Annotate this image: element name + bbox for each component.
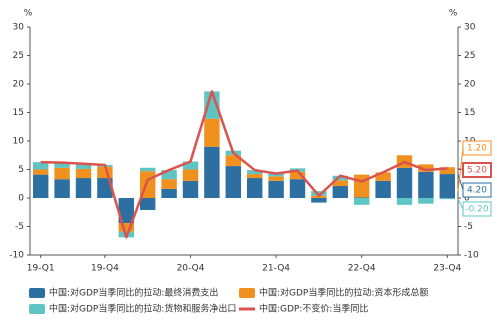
bar [332,175,349,181]
bar [75,168,92,179]
y-tick-label: 0 [18,194,24,204]
bar [289,179,306,198]
legend-label: 中国:对GDP当季同比的拉动:最终消费支出 [49,287,218,299]
y2-tick-label: 15 [464,108,475,118]
x-tick-label: 22-Q4 [348,264,376,274]
value-label: 1.20 [467,144,487,154]
bar [161,179,177,189]
bar [375,180,391,198]
y2-tick-label: 30 [464,23,476,33]
x-tick-label: 23-Q4 [433,264,461,274]
bar [161,170,177,180]
label-leader [457,198,464,210]
bar [375,172,391,181]
bar [118,223,135,232]
y-unit: % [24,9,33,19]
legend-label: 中国:对GDP当季同比的拉动:资本形成总额 [259,287,428,299]
bar [268,176,284,181]
bar [332,180,349,187]
x-tick-label: 19-Q4 [91,264,119,274]
bar [204,91,220,119]
y-tick-label: 15 [13,108,24,118]
bar [97,178,113,198]
bar [54,167,70,180]
bar [268,180,284,198]
bar [32,169,49,175]
line [40,90,448,239]
bar [246,174,263,179]
bar [439,174,456,198]
bar [75,163,92,169]
value-label-box [462,140,492,156]
x-tick-label: 21-Q4 [262,264,290,274]
bar [161,188,177,198]
bar [97,166,113,179]
x-tick-label: 20-Q4 [177,264,205,274]
value-label-box [462,162,492,178]
bar [439,167,456,175]
bar [396,198,413,205]
value-label: 4.20 [467,186,487,196]
y-tick-label: 10 [13,137,25,147]
bar [182,161,199,170]
bar [225,155,242,167]
legend-label: 中国:对GDP当季同比的拉动:货物和服务净出口 [49,303,236,315]
bar [139,167,156,172]
x-tick-label: 19-Q1 [27,264,55,274]
y2-tick-label: 20 [464,80,476,90]
bar [311,198,327,203]
y-tick-label: 25 [13,51,24,61]
bar [332,186,349,198]
bar [139,198,156,210]
bar [353,197,370,198]
y-tick-label: -10 [9,251,24,261]
bar [204,118,220,147]
legend-marker [239,288,255,298]
bar [225,166,242,198]
bar [54,162,70,168]
bar [182,180,199,198]
y2-tick-label: 25 [464,51,475,61]
y2-tick-label: -5 [464,222,473,232]
value-label-box [462,182,492,198]
bar [418,171,434,198]
bar [268,173,284,177]
bar [118,198,135,224]
y-tick-label: -5 [15,222,24,232]
legend-marker [29,288,45,298]
bar [32,174,49,198]
value-label-box [462,201,492,217]
bar [75,178,92,198]
y-tick-label: 30 [13,23,25,33]
value-label: 5.20 [467,166,487,176]
bar [182,169,199,181]
y2-tick-label: -10 [464,251,479,261]
legend-marker [29,304,45,314]
y-tick-label: 5 [18,165,24,175]
bar [54,179,70,198]
y2-unit: % [449,9,458,19]
bar [32,162,49,170]
bar [311,191,327,196]
value-label: -0.20 [465,205,489,215]
y2-tick-label: 0 [464,194,470,204]
y-tick-label: 20 [13,80,25,90]
bar [246,178,263,198]
bar [289,171,306,180]
bar [353,198,370,205]
bar [439,198,456,200]
bar [204,146,220,198]
label-leader [457,173,464,191]
bar [418,198,434,204]
bar [246,170,263,175]
bar [396,167,413,198]
bar [418,164,434,172]
legend-label: 中国:GDP:不变价:当季同比 [259,303,368,315]
